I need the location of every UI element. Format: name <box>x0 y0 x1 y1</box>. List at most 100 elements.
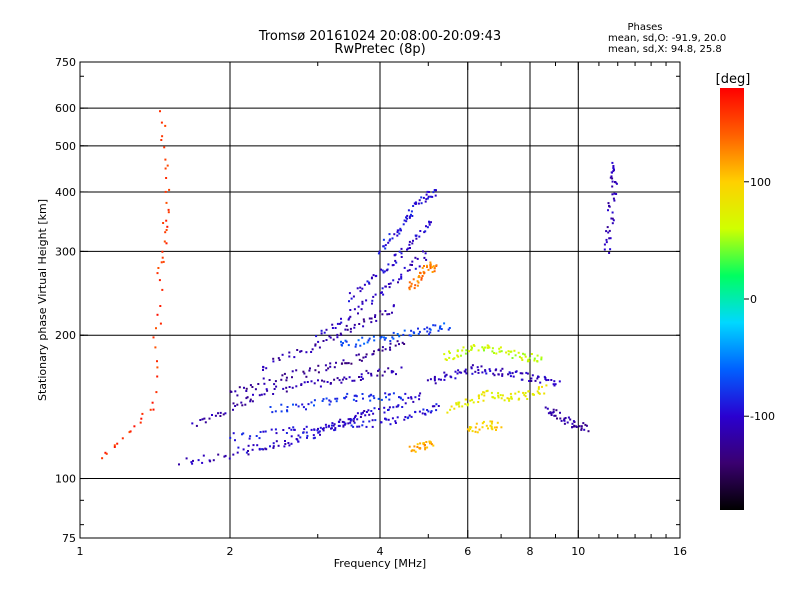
data-point <box>317 379 319 382</box>
data-point <box>258 437 261 440</box>
data-point <box>354 416 356 419</box>
data-point <box>483 349 485 352</box>
data-point <box>559 417 562 420</box>
data-point <box>357 305 360 308</box>
data-point <box>426 197 429 200</box>
data-point <box>499 350 501 353</box>
data-point <box>397 404 400 407</box>
data-point <box>426 264 428 267</box>
data-point <box>384 244 387 247</box>
data-point <box>487 345 490 348</box>
data-point <box>517 351 520 354</box>
data-point <box>611 222 614 225</box>
data-point <box>359 286 362 289</box>
data-point <box>497 392 500 395</box>
data-point <box>518 355 521 358</box>
data-point <box>296 349 299 351</box>
data-point <box>325 339 328 341</box>
data-point <box>411 242 414 245</box>
data-point <box>395 373 397 376</box>
data-point <box>241 404 244 407</box>
phase-stats-x-mode: mean, sd,X: 94.8, 25.8 <box>608 44 722 55</box>
data-point <box>410 334 413 337</box>
data-point <box>305 375 308 378</box>
data-point <box>339 332 342 335</box>
data-point <box>217 453 220 456</box>
data-point <box>406 417 409 420</box>
data-point <box>419 442 422 445</box>
data-point <box>429 331 432 334</box>
data-point <box>254 388 257 391</box>
data-point <box>450 405 453 408</box>
x-tick-label: 16 <box>673 545 687 558</box>
data-point <box>521 372 524 375</box>
data-point <box>381 269 384 272</box>
data-point <box>353 308 356 311</box>
data-point <box>364 355 367 358</box>
data-point <box>365 369 368 372</box>
data-point <box>391 311 393 314</box>
data-point <box>543 392 546 395</box>
data-point <box>314 369 317 372</box>
data-point <box>366 280 369 283</box>
data-point <box>485 424 488 427</box>
data-point <box>291 386 294 389</box>
data-point <box>417 327 419 330</box>
data-point <box>403 219 406 222</box>
data-point <box>360 413 363 416</box>
data-point <box>418 235 421 238</box>
data-point <box>293 356 296 359</box>
data-point <box>408 243 411 246</box>
data-point <box>481 346 484 349</box>
data-point <box>525 371 528 374</box>
data-point <box>362 318 365 321</box>
data-point <box>454 370 457 373</box>
data-point <box>259 431 262 433</box>
data-point <box>245 451 248 454</box>
data-point <box>344 339 347 342</box>
data-point <box>468 426 471 428</box>
data-point <box>424 447 427 449</box>
data-point <box>609 176 612 179</box>
data-point <box>340 340 342 343</box>
data-point <box>476 431 479 434</box>
data-point <box>421 412 424 415</box>
data-point <box>396 340 399 343</box>
data-point <box>340 321 343 324</box>
data-point <box>400 256 403 258</box>
data-point <box>507 397 510 400</box>
data-point <box>387 263 390 266</box>
data-point <box>396 234 399 237</box>
data-point <box>295 385 298 388</box>
data-point <box>558 380 561 383</box>
data-point <box>468 429 471 432</box>
data-point <box>612 165 615 167</box>
data-point <box>425 193 428 196</box>
data-point <box>329 336 332 339</box>
data-point <box>403 418 406 421</box>
data-point <box>338 424 341 427</box>
data-point <box>419 447 422 450</box>
data-point <box>236 403 239 406</box>
data-point <box>615 182 618 185</box>
data-point <box>208 417 211 420</box>
data-point <box>433 267 436 270</box>
y-axis: 75 100 200 300 400 500 600 750 <box>55 56 680 545</box>
data-point <box>263 382 266 385</box>
data-point <box>408 216 411 219</box>
data-point <box>280 410 283 413</box>
data-point <box>247 453 250 456</box>
data-point <box>380 268 382 271</box>
data-point <box>356 412 359 415</box>
data-point <box>243 386 245 389</box>
data-point <box>501 394 504 397</box>
data-point <box>329 362 332 365</box>
data-point <box>539 381 542 384</box>
data-point <box>499 369 502 372</box>
data-point <box>433 189 436 192</box>
data-point <box>363 342 366 345</box>
data-point <box>382 271 385 274</box>
data-point <box>389 342 392 345</box>
data-point <box>429 267 432 270</box>
